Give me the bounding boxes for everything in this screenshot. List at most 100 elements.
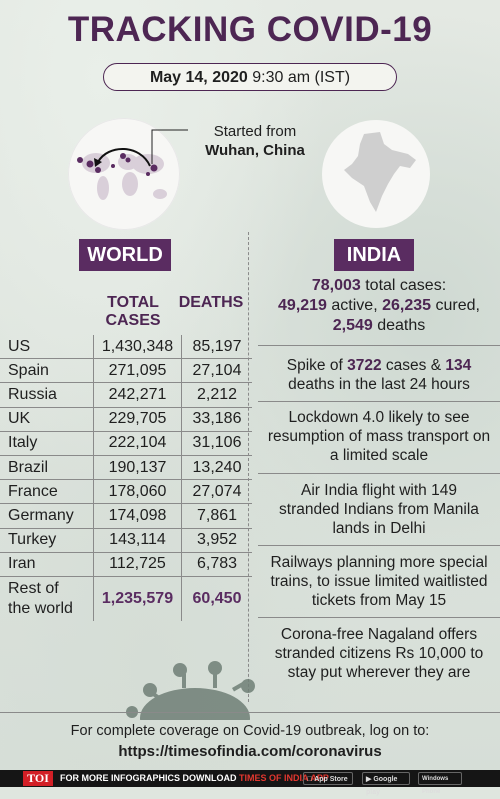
cases-cell: 222,104 — [93, 430, 182, 456]
deaths-cell: 13,240 — [181, 454, 252, 480]
india-deaths-text: deaths — [377, 317, 426, 334]
header-total-cases: TOTAL CASES — [105, 294, 161, 329]
app-store-label: App Store — [307, 776, 347, 783]
india-total-num: 78,003 — [311, 277, 361, 294]
page-title: TRACKING COVID-19 — [67, 10, 433, 49]
india-map-circle — [322, 120, 430, 228]
app-store-badge[interactable]:  App Store — [303, 772, 353, 785]
windows-label: Windows Phone — [422, 776, 449, 795]
country-cell: France — [0, 479, 94, 504]
country-cell: Germany — [0, 503, 94, 528]
spike-post: deaths in the last 24 hours — [288, 376, 470, 393]
deaths-cell: 6,783 — [181, 551, 252, 577]
india-divider-5 — [258, 617, 500, 618]
india-divider-1 — [258, 345, 500, 346]
origin-line2: Wuhan, China — [205, 142, 305, 159]
country-cell: Iran — [0, 551, 94, 577]
cases-cell: 229,705 — [93, 406, 182, 432]
windows-badge[interactable]: Windows Phone — [418, 772, 462, 795]
cases-cell: 190,137 — [93, 454, 182, 480]
deaths-cell: 3,952 — [181, 527, 252, 553]
country-cell: Russia — [0, 382, 94, 408]
india-deaths-num: 2,549 — [332, 317, 373, 334]
virus-icon — [126, 661, 255, 720]
spike-deaths: 134 — [445, 357, 472, 374]
cases-cell: 143,114 — [93, 527, 182, 553]
india-cured-text: cured, — [435, 297, 480, 314]
world-map-globe — [68, 118, 180, 230]
cases-cell: 112,725 — [93, 551, 182, 577]
footer-divider — [0, 712, 500, 713]
india-news-2: Air India flight with 149 stranded India… — [279, 482, 479, 537]
india-active-text: active, — [331, 297, 378, 314]
table-row: Turkey 143,114 3,952 — [0, 527, 252, 553]
deaths-cell: 27,074 — [181, 479, 252, 504]
google-play-badge[interactable]: ▶ Google play — [362, 772, 410, 796]
table-row: Germany 174,098 7,861 — [0, 503, 252, 528]
cases-cell: 174,098 — [93, 503, 182, 528]
rest-line1: Rest of — [8, 579, 59, 597]
download-text-white: FOR MORE INFOGRAPHICS DOWNLOAD — [60, 773, 237, 783]
cases-cell: 242,271 — [93, 382, 182, 408]
india-cured-num: 26,235 — [382, 297, 432, 314]
date-badge: May 14, 2020 9:30 am (IST) — [103, 63, 397, 91]
pointer-line — [151, 129, 188, 164]
india-news-3: Railways planning more special trains, t… — [270, 554, 488, 609]
deaths-cell: 33,186 — [181, 406, 252, 432]
deaths-cell: 2,212 — [181, 382, 252, 408]
date-time: 9:30 am (IST) — [252, 69, 351, 86]
download-text-red: TIMES OF INDIA APP — [239, 773, 329, 783]
cases-cell: 1,235,579 — [93, 575, 182, 621]
india-active-num: 49,219 — [278, 297, 327, 314]
country-cell: Spain — [0, 358, 94, 383]
rest-line2: the world — [8, 599, 73, 617]
india-divider-3 — [258, 473, 500, 474]
footer-url[interactable]: https://timesofindia.com/coronavirus — [118, 743, 382, 760]
cases-cell: 271,095 — [93, 358, 182, 383]
origin-line1: Started from — [213, 123, 297, 140]
india-news-4: Corona-free Nagaland offers stranded cit… — [274, 626, 484, 681]
deaths-cell: 27,104 — [181, 358, 252, 383]
spike-mid: cases & — [385, 357, 442, 374]
table-row: Iran 112,725 6,783 — [0, 551, 252, 577]
bottom-bar: TOI FOR MORE INFOGRAPHICS DOWNLOAD TIMES… — [0, 770, 500, 796]
header-deaths: DEATHS — [178, 294, 244, 311]
country-cell: Brazil — [0, 454, 94, 480]
cases-cell: 178,060 — [93, 479, 182, 504]
table-row: Italy 222,104 31,106 — [0, 430, 252, 456]
world-table-body: US 1,430,348 85,197 Spain 271,095 27,104 Russi… — [0, 335, 252, 621]
india-summary: 78,003 total cases: 49,219 active, 26,23… — [258, 276, 500, 336]
toi-logo: TOI — [23, 771, 53, 786]
country-cell: UK — [0, 406, 94, 432]
deaths-cell: 7,861 — [181, 503, 252, 528]
india-divider-2 — [258, 401, 500, 402]
spike-pre: Spike of — [286, 357, 343, 374]
india-map-icon — [344, 132, 416, 212]
deaths-cell: 31,106 — [181, 430, 252, 456]
google-play-label: Google play — [366, 776, 398, 796]
download-text: FOR MORE INFOGRAPHICS DOWNLOAD TIMES OF … — [60, 773, 329, 783]
table-row-rest: Rest of the world 1,235,579 60,450 — [0, 575, 252, 621]
table-row: Russia 242,271 2,212 — [0, 382, 252, 408]
india-spike: Spike of 3722 cases & 134 deaths in the … — [258, 356, 500, 394]
world-label: WORLD — [79, 239, 171, 271]
footer-line1: For complete coverage on Covid-19 outbre… — [70, 723, 430, 739]
origin-text: Started from Wuhan, China — [190, 122, 320, 160]
date-bold: May 14, 2020 — [149, 69, 248, 86]
cases-cell: 1,430,348 — [93, 335, 182, 359]
table-row: Spain 271,095 27,104 — [0, 358, 252, 383]
india-label: INDIA — [334, 239, 414, 271]
table-row: UK 229,705 33,186 — [0, 406, 252, 432]
india-news-1: Lockdown 4.0 likely to see resumption of… — [267, 409, 491, 464]
india-divider-4 — [258, 545, 500, 546]
deaths-cell: 85,197 — [181, 335, 252, 359]
country-cell: Italy — [0, 430, 94, 456]
country-cell: Rest of the world — [0, 575, 94, 621]
india-total-text: total cases: — [365, 277, 447, 294]
world-table: US 1,430,348 85,197 Spain 271,095 27,104 Russi… — [0, 335, 252, 621]
table-row: Brazil 190,137 13,240 — [0, 454, 252, 480]
world-map-icon — [77, 148, 167, 200]
country-cell: US — [8, 337, 31, 355]
country-cell: Turkey — [0, 527, 94, 553]
spike-cases: 3722 — [347, 357, 382, 374]
